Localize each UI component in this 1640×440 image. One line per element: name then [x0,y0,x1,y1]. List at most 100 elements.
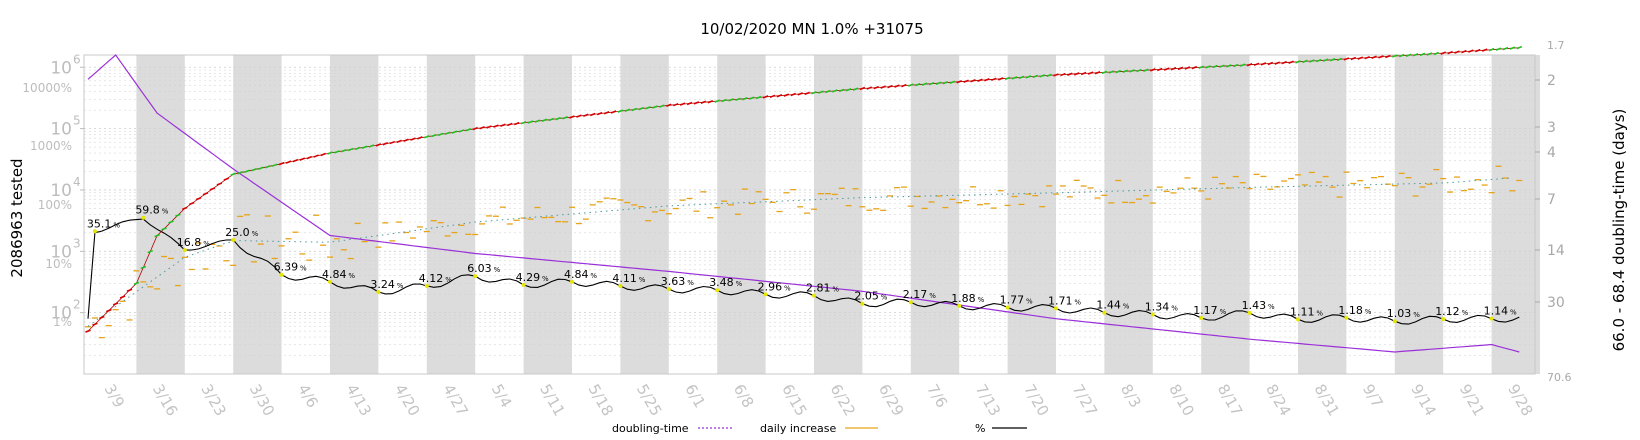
cumulative-tested-mark [728,98,734,102]
legend: doubling-time daily increase % [612,422,1027,435]
left-tick-count-base: 10 [50,242,72,262]
x-tick-label: 9/14 [1407,381,1439,419]
percent-annotation-dot [1054,306,1058,311]
percent-annotation: 1.12% [1435,305,1469,322]
percent-annotation: 3.24% [370,278,404,295]
cumulative-tested-mark [804,91,810,96]
cumulative-tested-mark [396,139,402,144]
cumulative-tested-mark [963,79,969,83]
percent-annotation-dot [860,301,865,306]
percent-annotation-label: 1.44 [1096,299,1121,312]
percent-annotation-label: 4.84 [564,268,589,281]
weekend-bands [136,55,1540,374]
cumulative-tested-mark [811,90,817,95]
cumulative-tested-mark [970,79,976,83]
left-tick-pct: 1% [53,315,72,329]
percent-annotation-sign: % [1026,297,1033,305]
cumulative-tested-mark [223,177,230,181]
daily-increase-series [85,165,1523,339]
percent-annotation: 1.44% [1096,299,1130,315]
cumulative-tested-mark [534,119,541,123]
x-tick-label: 5/4 [488,381,516,411]
percent-annotation-sign: % [832,286,839,294]
cumulative-tested-mark [1039,74,1045,78]
cumulative-tested-mark [389,140,396,145]
percent-annotation-dot [279,272,284,277]
cumulative-tested-mark [334,150,340,154]
x-tick-label: 9/21 [1456,381,1488,419]
cumulative-tested-mark [797,92,803,96]
left-tick-count-exp: 3 [73,236,81,250]
x-tick-label: 3/9 [101,381,129,411]
cumulative-tested-mark [949,80,956,84]
cumulative-tested-mark [1205,65,1211,69]
percent-annotation-sign: % [203,240,210,248]
cumulative-tested-mark [548,117,555,122]
percent-annotation-sign: % [736,280,743,288]
cumulative-tested-mark [527,120,534,124]
cumulative-tested-mark [1094,71,1101,75]
percent-annotation: 4.84% [322,268,355,284]
cumulative-tested-mark [99,315,105,320]
cumulative-tested-mark [1495,47,1502,51]
cumulative-tested-mark [977,78,983,83]
left-tick-count: 10 2 [50,298,84,324]
cumulative-tested-mark [175,213,181,217]
percent-annotation-dot [1102,310,1107,315]
cumulative-tested-mark [292,158,299,163]
percent-annotation-label: 4.84 [322,268,347,281]
cumulative-tested-mark [1018,75,1025,80]
cumulative-tested-mark [928,81,935,86]
cumulative-tested-mark [299,157,306,161]
x-axis-ticks: 3/9 3/16 3/23 3/30 4/6 4/13 4/20 4/27 5/4 5/11 5/1… [101,381,1537,419]
percent-annotation-label: 6.03 [467,262,492,275]
percent-annotation-label: 2.81 [806,282,831,295]
cumulative-tested-mark [997,77,1004,81]
cumulative-tested-mark [458,129,465,133]
cumulative-tested-mark [417,136,423,140]
cumulative-tested-mark [990,77,997,82]
percent-annotation: 1.34% [1145,301,1178,317]
cumulative-tested-mark [1357,56,1364,60]
cumulative-tested-mark [1502,46,1509,51]
cumulative-tested-mark [1364,55,1370,60]
cumulative-tested-mark [576,114,582,118]
cumulative-tested-mark [1481,48,1488,52]
cumulative-tested-mark [1191,65,1198,70]
cumulative-tested-series [85,45,1523,333]
percent-annotation-sign: % [252,230,259,238]
cumulative-tested-mark [1378,55,1384,59]
percent-annotation-dot [141,215,146,220]
cumulative-tested-mark [112,302,119,306]
right-axis-ticks: 1.7 2 3 4 7 14 30 70.6 [1535,39,1572,384]
x-tick-label: 6/29 [875,381,907,419]
cumulative-tested-mark [437,132,444,137]
cumulative-tested-mark [1115,69,1122,74]
cumulative-tested-mark [1426,52,1433,56]
percent-annotation-dot [182,248,187,253]
percent-annotation: 2.96% [758,280,791,297]
percent-annotation: 1.77% [1000,293,1033,310]
cumulative-tested-mark [1274,61,1281,65]
cumulative-tested-mark [354,146,361,151]
weekend-band [233,55,282,374]
cumulative-tested-mark [1163,67,1170,71]
x-tick-label: 3/16 [149,381,181,419]
x-tick-label: 9/28 [1504,381,1536,419]
left-tick-pct: 10000% [22,81,72,95]
percent-annotation: 59.8% [135,204,169,220]
cumulative-tested-mark [1440,51,1446,55]
cumulative-tested-mark [216,182,223,186]
percent-annotation: 3.48% [709,276,743,293]
cumulative-tested-mark [258,166,264,170]
percent-annotation: 4.12% [419,272,452,288]
percent-annotation-sign: % [590,272,597,280]
percent-annotation-dot [328,279,332,284]
cumulative-tested-mark [1053,73,1059,77]
cumulative-tested-mark [984,78,990,82]
cumulative-tested-mark [742,96,748,101]
cumulative-tested-mark [1315,58,1322,63]
percent-annotation-dot [570,279,574,284]
left-axis-label: 2086963 tested [8,158,26,277]
legend-label-percent: % [975,422,985,435]
